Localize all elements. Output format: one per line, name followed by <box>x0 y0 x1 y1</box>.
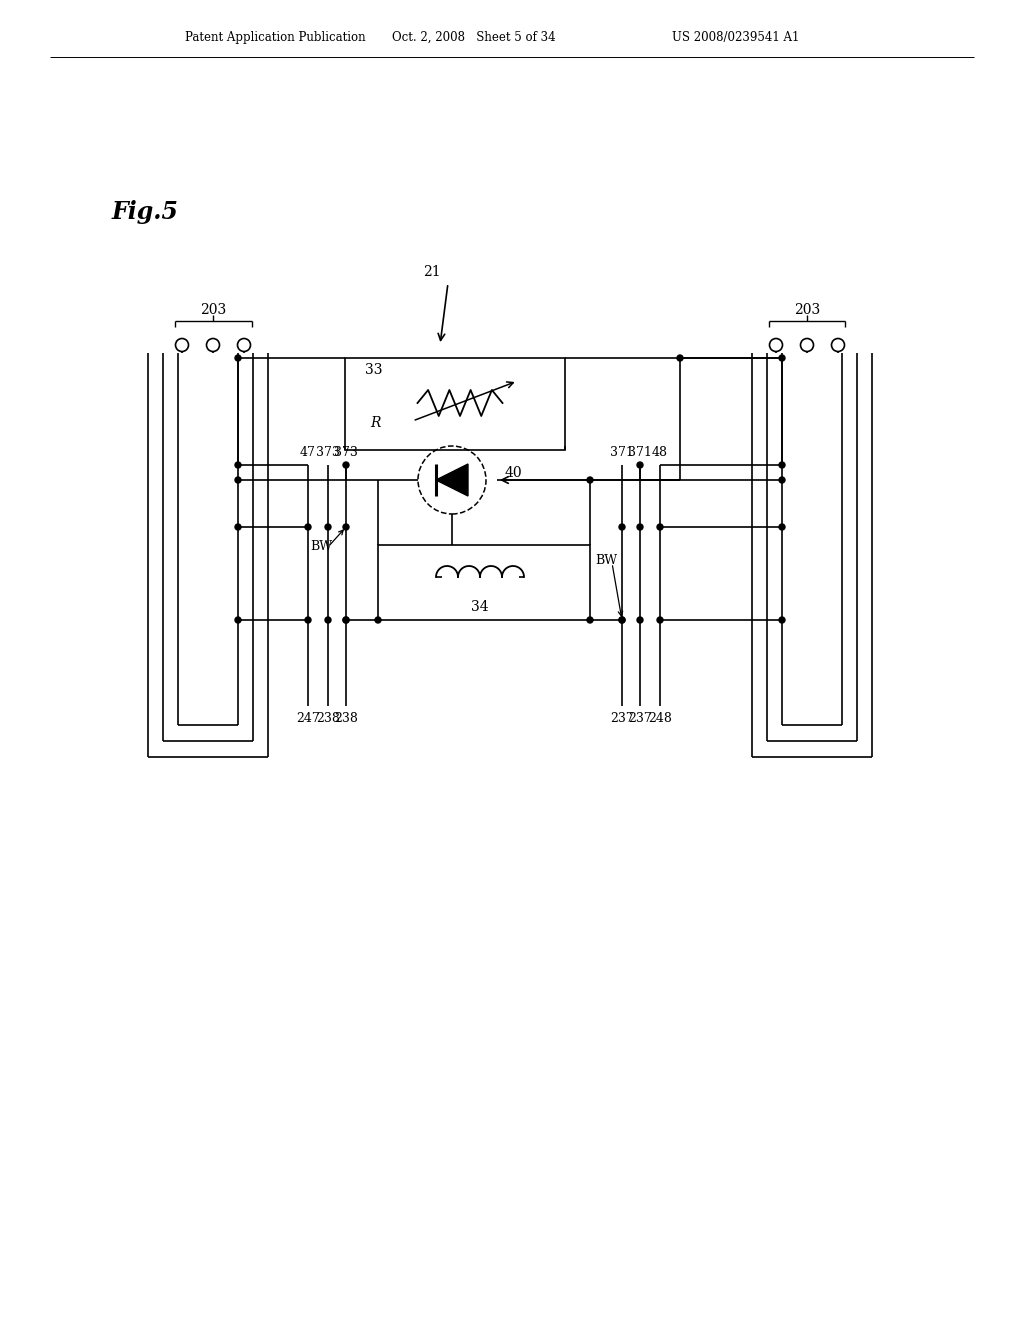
Text: 238: 238 <box>334 713 358 726</box>
Circle shape <box>325 524 331 531</box>
Circle shape <box>305 524 311 531</box>
Circle shape <box>618 616 625 623</box>
Text: BW: BW <box>310 540 332 553</box>
Text: 373: 373 <box>316 446 340 458</box>
Text: Oct. 2, 2008   Sheet 5 of 34: Oct. 2, 2008 Sheet 5 of 34 <box>392 30 556 44</box>
Text: 371: 371 <box>610 446 634 458</box>
Circle shape <box>637 524 643 531</box>
Bar <box>378 545 590 620</box>
Text: 34: 34 <box>471 601 488 614</box>
Text: 48: 48 <box>652 446 668 458</box>
Bar <box>345 358 565 450</box>
Circle shape <box>234 524 241 531</box>
Text: 203: 203 <box>200 304 226 317</box>
Text: Fig.5: Fig.5 <box>112 201 179 224</box>
Circle shape <box>677 355 683 360</box>
Circle shape <box>343 616 349 623</box>
Text: 33: 33 <box>365 363 383 378</box>
Circle shape <box>637 462 643 469</box>
Circle shape <box>325 616 331 623</box>
Polygon shape <box>436 465 468 496</box>
Text: US 2008/0239541 A1: US 2008/0239541 A1 <box>672 30 800 44</box>
Circle shape <box>779 616 785 623</box>
Circle shape <box>618 616 625 623</box>
Circle shape <box>305 616 311 623</box>
Text: 21: 21 <box>423 265 440 279</box>
Circle shape <box>234 616 241 623</box>
Circle shape <box>657 524 663 531</box>
Text: 238: 238 <box>316 713 340 726</box>
Circle shape <box>587 616 593 623</box>
Text: 237: 237 <box>628 713 652 726</box>
Text: 40: 40 <box>505 466 522 480</box>
Text: 203: 203 <box>794 304 820 317</box>
Circle shape <box>779 355 785 360</box>
Text: 247: 247 <box>296 713 319 726</box>
Circle shape <box>587 477 593 483</box>
Circle shape <box>779 477 785 483</box>
Circle shape <box>618 524 625 531</box>
Circle shape <box>343 616 349 623</box>
Circle shape <box>779 524 785 531</box>
Text: 371: 371 <box>628 446 652 458</box>
Circle shape <box>234 355 241 360</box>
Text: 47: 47 <box>300 446 316 458</box>
Text: BW: BW <box>595 553 617 566</box>
Circle shape <box>343 462 349 469</box>
Circle shape <box>657 616 663 623</box>
Circle shape <box>779 462 785 469</box>
Text: R: R <box>370 416 381 430</box>
Text: Patent Application Publication: Patent Application Publication <box>185 30 366 44</box>
Circle shape <box>234 477 241 483</box>
Text: 373: 373 <box>334 446 358 458</box>
Text: 237: 237 <box>610 713 634 726</box>
Circle shape <box>375 616 381 623</box>
Circle shape <box>234 462 241 469</box>
Circle shape <box>637 616 643 623</box>
Circle shape <box>343 524 349 531</box>
Text: 248: 248 <box>648 713 672 726</box>
